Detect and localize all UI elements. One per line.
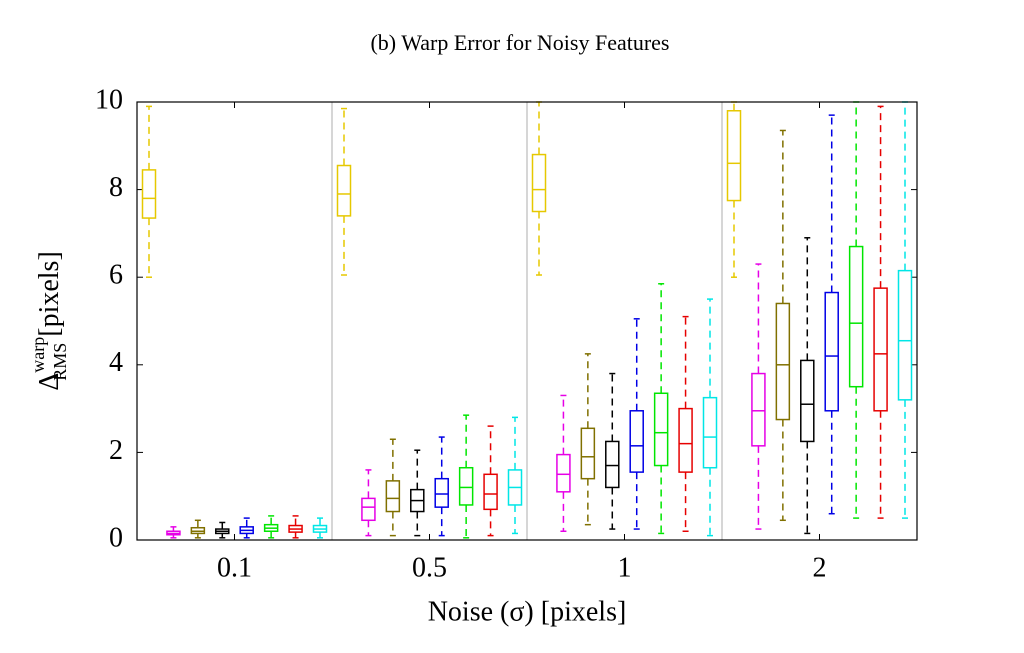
y-label-sub: RMS [50, 343, 70, 381]
box [483, 473, 498, 511]
box [775, 302, 791, 421]
box [824, 291, 839, 412]
box [361, 497, 376, 522]
box [385, 480, 401, 513]
chart-title: (b) Warp Error for Noisy Features [370, 30, 669, 55]
y-tick-label: 8 [109, 172, 123, 203]
x-tick-label: 0.5 [412, 552, 447, 583]
x-tick-label: 2 [813, 552, 827, 583]
box [848, 245, 864, 388]
box [873, 287, 888, 412]
y-label-unit: [pixels] [34, 251, 65, 337]
y-tick-label: 10 [95, 84, 123, 115]
y-label-sup: warp [28, 337, 48, 373]
y-label-base: Δ [34, 373, 65, 391]
y-axis-label-text: Δwarp RMS [pixels] [28, 251, 70, 391]
box [678, 407, 693, 473]
box [726, 110, 742, 202]
box [580, 427, 596, 480]
box [751, 372, 766, 447]
y-axis-label: Δwarp RMS [pixels] [28, 251, 70, 391]
box [336, 164, 352, 217]
box [458, 466, 474, 506]
x-tick-label: 0.1 [217, 552, 252, 583]
box [702, 396, 718, 469]
y-tick-label: 4 [109, 347, 123, 378]
y-tick-label: 2 [109, 435, 123, 466]
y-tick-label: 6 [109, 260, 123, 291]
box [531, 153, 547, 213]
box [556, 453, 571, 493]
plot-frame [136, 101, 918, 541]
x-axis-label: Noise (σ) [pixels] [428, 596, 627, 627]
box [897, 269, 913, 401]
box [141, 169, 157, 219]
x-tick-label: 1 [618, 552, 632, 583]
box [653, 392, 669, 467]
box [434, 477, 449, 508]
box [800, 359, 815, 443]
box [605, 440, 620, 489]
box [629, 410, 644, 473]
y-tick-label: 0 [109, 522, 123, 553]
